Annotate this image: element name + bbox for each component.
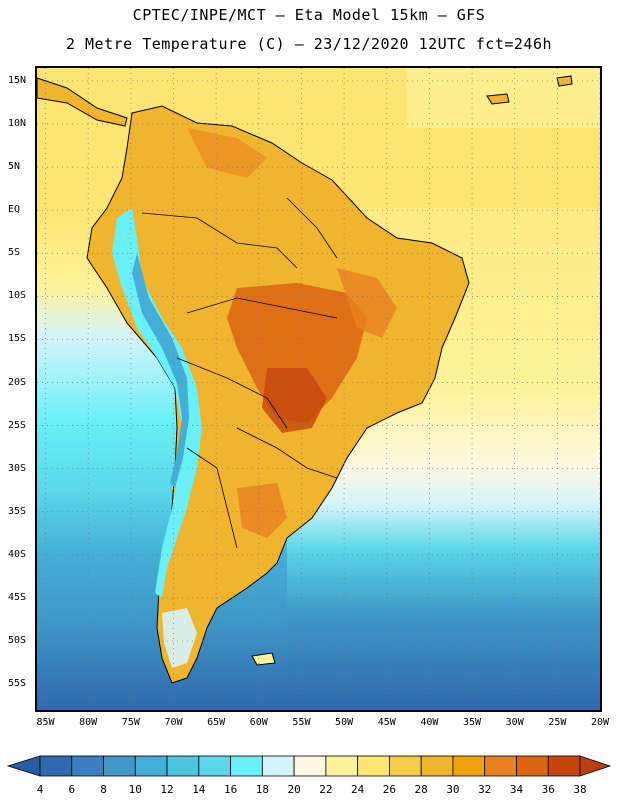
colorbar-level-label: 26 xyxy=(382,783,397,796)
longitude-label: 85W xyxy=(36,717,55,728)
caribbean-island xyxy=(486,93,510,105)
latitude-label: 20S xyxy=(8,376,27,388)
country-borders xyxy=(141,197,338,549)
longitude-label: 65W xyxy=(207,717,226,728)
colorbar-segment xyxy=(484,755,517,777)
northeast-brazil-warm-zone xyxy=(337,268,397,338)
latitude-label: 5N xyxy=(8,161,21,173)
temperature-map xyxy=(35,66,602,712)
falkland-islands xyxy=(251,652,276,666)
colorbar-segment xyxy=(134,755,168,777)
colorbar-level-label: 6 xyxy=(68,783,76,796)
latitude-label: 5S xyxy=(8,247,21,259)
colorbar-level-label: 36 xyxy=(541,783,555,796)
latitude-label: 35S xyxy=(8,505,27,517)
colorbar-level-label: 28 xyxy=(414,783,428,796)
colorbar-segment xyxy=(293,755,327,777)
longitude-label: 60W xyxy=(249,717,268,728)
andes-cold-band xyxy=(112,208,202,598)
graticule xyxy=(37,68,600,710)
colorbar-level-label: 20 xyxy=(287,783,301,796)
colorbar-level-label: 34 xyxy=(509,783,524,796)
colorbar-level-label: 4 xyxy=(36,783,44,796)
central-brazil-hot-zone xyxy=(227,283,367,423)
colorbar-segment xyxy=(325,755,359,777)
latitude-label: 55S xyxy=(8,678,27,690)
colorbar-segment xyxy=(230,755,263,777)
colorbar-level-label: 12 xyxy=(160,783,174,796)
colorbar xyxy=(6,755,612,777)
venezuela-warm-zone xyxy=(187,128,267,178)
colorbar-level-label: 32 xyxy=(478,783,492,796)
latitude-label: 10S xyxy=(8,290,27,302)
colorbar-segment xyxy=(103,755,136,777)
longitude-label: 45W xyxy=(377,717,396,728)
pampas-hot-zone xyxy=(237,483,287,538)
colorbar-level-label: 22 xyxy=(319,783,333,796)
colorbar-segment xyxy=(39,755,73,777)
longitude-label: 75W xyxy=(121,717,140,728)
longitude-label: 80W xyxy=(79,717,98,728)
central-america-landmass xyxy=(37,77,128,127)
colorbar-level-label: 16 xyxy=(223,783,238,796)
colorbar-segment xyxy=(261,755,295,777)
latitude-label: 25S xyxy=(8,419,27,431)
colorbar-segment xyxy=(166,755,200,777)
colorbar-level-label: 24 xyxy=(351,783,365,796)
map-title: CPTEC/INPE/MCT – Eta Model 15km – GFS xyxy=(132,6,486,24)
colorbar-level-label: 18 xyxy=(255,783,269,796)
latitude-label: EQ xyxy=(8,204,21,216)
longitude-label: 50W xyxy=(335,717,354,728)
colorbar-segment xyxy=(198,755,231,777)
patagonia-cool-zone xyxy=(162,608,197,668)
colorbar-segment xyxy=(516,755,549,777)
colorbar-segment xyxy=(71,755,104,777)
latitude-label: 15S xyxy=(8,333,27,345)
longitude-label: 25W xyxy=(548,717,567,728)
colorbar-level-label: 14 xyxy=(192,783,206,796)
colorbar-level-label: 30 xyxy=(446,783,460,796)
latitude-label: 40S xyxy=(8,548,27,560)
longitude-label: 35W xyxy=(463,717,482,728)
longitude-label: 30W xyxy=(505,717,524,728)
latitude-label: 30S xyxy=(8,462,27,474)
colorbar-level-label: 10 xyxy=(128,783,142,796)
map-subtitle: 2 Metre Temperature (C) – 23/12/2020 12U… xyxy=(65,35,553,53)
colorbar-segment xyxy=(420,755,454,777)
colorbar-level-label: 38 xyxy=(573,783,587,796)
longitude-label: 70W xyxy=(164,717,183,728)
colorbar-low-arrow xyxy=(6,755,41,777)
colorbar-segment xyxy=(389,755,422,777)
colorbar-level-label: 8 xyxy=(100,783,107,796)
latitude-label: 50S xyxy=(8,635,27,647)
colorbar-high-arrow xyxy=(579,755,612,777)
map-canvas xyxy=(37,68,600,710)
caribbean-island xyxy=(556,75,573,87)
paraguay-hot-core xyxy=(262,368,327,433)
colorbar-segment xyxy=(547,755,581,777)
latitude-label: 10N xyxy=(8,118,27,129)
longitude-label: 55W xyxy=(292,717,311,728)
longitude-label: 40W xyxy=(420,717,439,728)
latitude-label: 45S xyxy=(8,591,27,603)
longitude-label: 20W xyxy=(590,717,610,728)
colorbar-segment xyxy=(357,755,390,777)
latitude-label: 15N xyxy=(8,74,27,86)
colorbar-segment xyxy=(452,755,486,777)
andes-peaks-cold xyxy=(132,253,189,488)
